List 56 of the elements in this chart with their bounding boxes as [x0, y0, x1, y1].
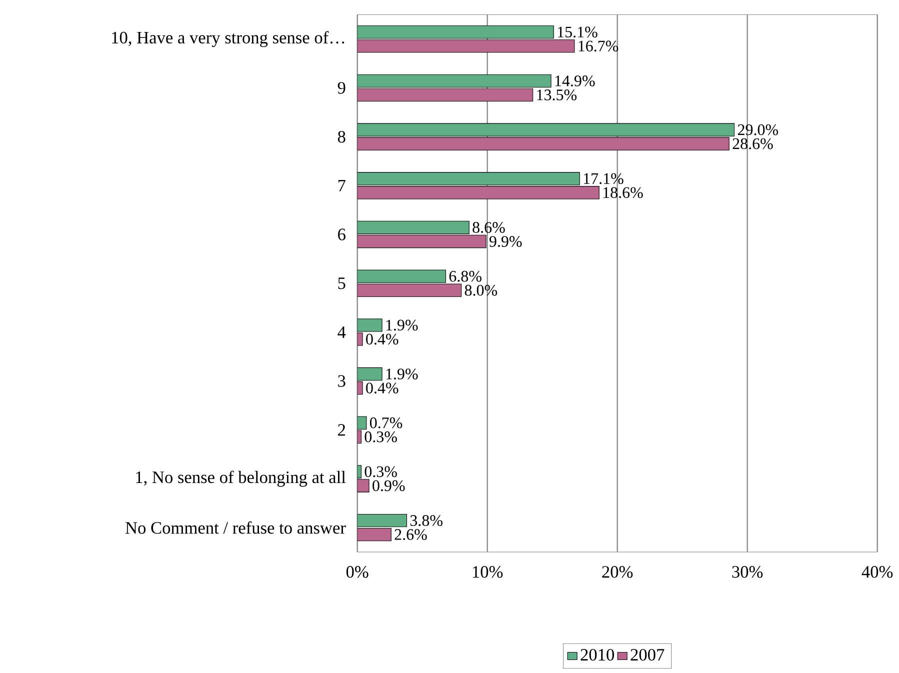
- x-tick-label: 20%: [602, 566, 633, 578]
- y-tick-label: 10, Have a very strong sense of…: [112, 31, 344, 48]
- data-label: 0.7%: [370, 417, 402, 428]
- data-label: 8.6%: [472, 222, 505, 233]
- data-label: 13.5%: [537, 89, 577, 100]
- bar: [357, 25, 554, 39]
- bar: [357, 318, 382, 332]
- bar: [357, 367, 382, 381]
- x-tick-label: 40%: [862, 566, 893, 578]
- bar: [357, 88, 534, 102]
- bar: [357, 284, 462, 297]
- bar: [357, 137, 730, 150]
- data-label: 3.8%: [410, 515, 442, 526]
- y-tick-label: 7: [338, 180, 346, 192]
- data-label: 2.6%: [394, 529, 427, 540]
- data-label: 29.0%: [738, 124, 778, 136]
- data-label: 0.4%: [366, 334, 398, 345]
- data-label: 15.1%: [558, 26, 598, 38]
- legend-label: 2010: [580, 648, 614, 661]
- bar: [357, 220, 470, 234]
- bar: [357, 123, 735, 136]
- data-label: 18.6%: [603, 187, 643, 198]
- data-label: 0.3%: [364, 466, 397, 478]
- bar: [357, 39, 575, 53]
- y-tick-label: No Comment / refuse to answer: [126, 521, 346, 534]
- bar: [357, 270, 446, 283]
- y-tick-label: 4: [338, 326, 346, 338]
- data-label: 8.0%: [464, 284, 498, 296]
- bar: [357, 172, 580, 186]
- data-label: 17.1%: [584, 173, 624, 184]
- y-tick-label: 6: [338, 228, 346, 240]
- data-label: 28.6%: [732, 138, 773, 150]
- y-tick-label: 2: [338, 424, 346, 436]
- y-tick-label: 5: [338, 278, 346, 290]
- bar: [357, 234, 486, 248]
- y-tick-label: 9: [338, 82, 346, 94]
- data-label: 16.7%: [578, 40, 618, 52]
- data-label: 9.9%: [489, 236, 522, 247]
- data-label: 0.9%: [372, 480, 405, 492]
- x-tick-label: 10%: [472, 566, 503, 578]
- x-tick-label: 0%: [346, 566, 368, 578]
- data-label: 1.9%: [386, 368, 418, 380]
- data-label: 6.8%: [449, 270, 482, 282]
- bar: [357, 528, 392, 542]
- y-tick-label: 1, No sense of belonging at all: [136, 470, 346, 487]
- bar: [357, 186, 600, 200]
- data-label: 14.9%: [555, 75, 595, 86]
- data-label: 0.4%: [366, 382, 398, 394]
- data-label: 0.3%: [364, 431, 397, 442]
- data-label: 1.9%: [386, 320, 418, 331]
- y-tick-label: 8: [338, 130, 346, 143]
- bar: [357, 74, 552, 88]
- y-tick-label: 3: [338, 375, 346, 387]
- bar: [357, 514, 408, 528]
- legend-label: 2007: [630, 648, 664, 661]
- x-tick-label: 30%: [732, 566, 763, 578]
